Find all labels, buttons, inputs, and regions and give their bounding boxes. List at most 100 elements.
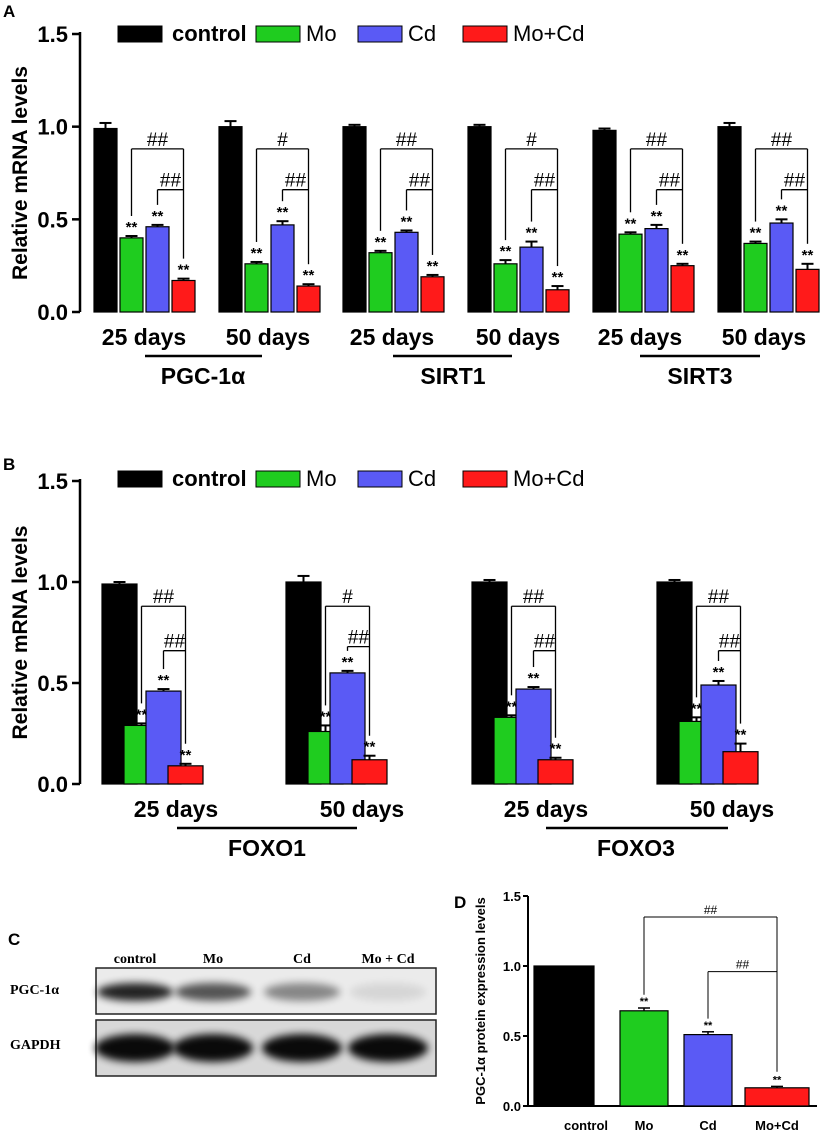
significance-stars: ** — [251, 245, 263, 262]
bar — [644, 228, 669, 313]
legend-label: control — [172, 21, 247, 46]
legend-label: Mo+Cd — [513, 21, 585, 46]
legend-label: Mo — [306, 21, 337, 46]
y-tick-label: 0.0 — [37, 300, 68, 325]
bar — [743, 242, 768, 313]
bar — [93, 127, 118, 313]
significance-stars: ** — [704, 1020, 713, 1032]
bar — [244, 263, 269, 313]
significance-stars: ** — [277, 204, 289, 221]
legend-swatch-cd — [357, 470, 403, 488]
blot-band — [348, 1034, 428, 1062]
significance-stars: ** — [640, 996, 649, 1008]
bar — [545, 289, 570, 313]
gene-label: FOXO1 — [228, 835, 306, 861]
bracket-label: ## — [736, 958, 750, 972]
bracket-label: ## — [396, 130, 418, 151]
panel-b: B 0.0 0.5 1.0 1.5 Relative mRNA levels control… — [3, 455, 774, 861]
panel-letter: B — [3, 455, 15, 474]
bracket-label: ## — [771, 130, 793, 151]
significance-stars: ** — [342, 654, 354, 671]
significance-stars: ** — [136, 706, 148, 723]
significance-stars: ** — [552, 269, 564, 286]
significance-stars: ** — [625, 215, 637, 232]
bracket-label: ## — [534, 632, 556, 653]
significance-stars: ** — [677, 247, 689, 264]
bracket-label: ## — [164, 632, 186, 653]
x-group-label: 50 days — [226, 324, 310, 350]
significance-stars: ** — [651, 208, 663, 225]
bar — [296, 285, 321, 313]
bar — [519, 246, 544, 313]
legend-swatch-control — [117, 470, 163, 488]
gene-label: FOXO3 — [597, 835, 675, 861]
bracket-label: ## — [719, 632, 741, 653]
legend-label: control — [172, 466, 247, 491]
blot-band — [175, 983, 251, 1001]
bar — [592, 129, 617, 313]
bracket-label: ## — [409, 171, 431, 192]
significance-stars: ** — [364, 739, 376, 756]
y-tick-label: 1.0 — [37, 115, 68, 140]
bracket-label: ## — [285, 171, 307, 192]
significance-stars: ** — [500, 243, 512, 260]
significance-stars: ** — [526, 225, 538, 242]
bar — [683, 1033, 733, 1107]
gene-label: PGC-1α — [161, 363, 245, 389]
bar — [493, 263, 518, 313]
bar — [722, 751, 759, 785]
x-group-label: 50 days — [320, 796, 404, 822]
bracket-label: ## — [708, 587, 730, 608]
y-tick-label: 1.5 — [503, 889, 521, 904]
bar — [270, 224, 295, 313]
significance-stars: ** — [178, 262, 190, 279]
blot-band — [173, 1034, 253, 1062]
significance-stars: ** — [152, 208, 164, 225]
significance-stars: ** — [550, 741, 562, 758]
bar — [467, 126, 492, 313]
y-tick-label: 0.5 — [37, 671, 68, 696]
bar — [119, 237, 144, 313]
bracket-label: # — [277, 130, 288, 151]
lane-label: Mo — [203, 952, 223, 967]
bracket-label: ## — [523, 587, 545, 608]
gene-label: SIRT1 — [420, 363, 485, 389]
x-category-label: Mo+Cd — [755, 1118, 799, 1133]
x-group-label: 25 days — [102, 324, 186, 350]
x-group-label: 25 days — [598, 324, 682, 350]
bracket-label: ## — [147, 130, 169, 151]
gene-label: SIRT3 — [667, 363, 732, 389]
bar — [744, 1087, 810, 1107]
bar — [218, 126, 243, 313]
y-tick-label: 0.0 — [503, 1099, 521, 1114]
significance-stars: ** — [506, 698, 518, 715]
y-axis-label: Relative mRNA levels — [9, 66, 32, 280]
bracket-label: ## — [348, 628, 370, 649]
y-axis-label: Relative mRNA levels — [9, 526, 32, 740]
bracket-label: ## — [784, 171, 806, 192]
significance-stars: ** — [180, 747, 192, 764]
y-tick-label: 0.5 — [503, 1029, 521, 1044]
bracket-label: ## — [160, 171, 182, 192]
significance-stars: ** — [126, 219, 138, 236]
bar — [342, 126, 367, 313]
legend-label: Mo — [306, 466, 337, 491]
significance-stars: ** — [375, 234, 387, 251]
bar — [471, 581, 508, 785]
lane-label: Mo + Cd — [361, 952, 414, 967]
bracket-label: ## — [534, 171, 556, 192]
x-category-label: Cd — [699, 1118, 716, 1133]
legend-swatch-mo-cd — [462, 25, 508, 43]
significance-stars: ** — [750, 225, 762, 242]
bar — [351, 759, 388, 785]
x-category-label: control — [564, 1118, 608, 1133]
y-tick-label: 0.5 — [37, 207, 68, 232]
blot-band — [350, 983, 426, 1001]
panel-d: D 0.0 0.5 1.0 1.5 PGC-1α protein expression l… — [454, 889, 817, 1133]
bracket-label: # — [526, 130, 537, 151]
significance-stars: ** — [802, 247, 814, 264]
x-group-label: 50 days — [476, 324, 560, 350]
significance-stars: ** — [691, 700, 703, 717]
